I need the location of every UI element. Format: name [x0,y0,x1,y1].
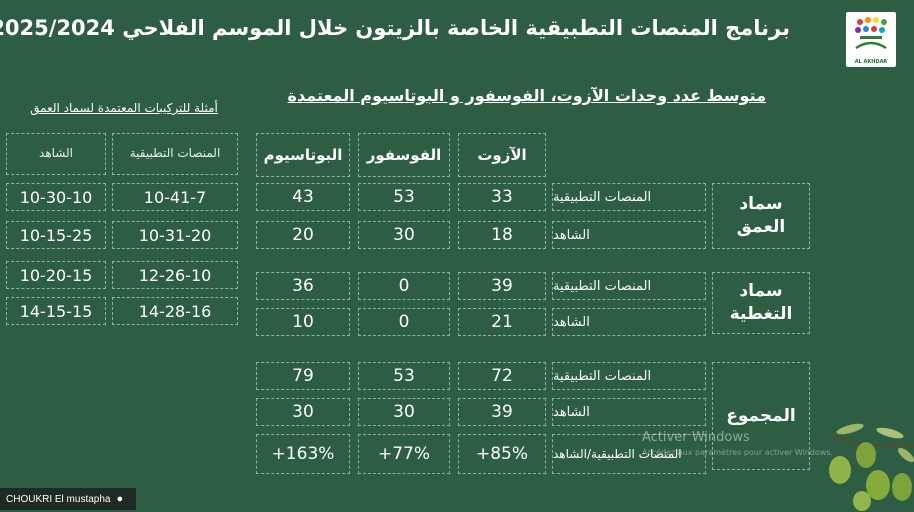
value-nitrogen: 39 [458,272,546,300]
olive-branch-icon [829,423,914,511]
logo-icon [855,17,887,50]
examples-platforms-cell: 10-41-7 [112,183,238,211]
row-label-ratio: المنصات التطبيقية/الشاهد [552,434,706,474]
value-potassium: 20 [256,221,350,249]
value-phosphorus: 30 [358,398,450,426]
value-nitrogen: +85% [458,434,546,474]
row-label: المنصات التطبيقية [552,272,706,300]
participant-name-tag: CHOUKRI El mustapha ● [0,488,136,510]
examples-platforms-cell: 12-26-10 [112,261,238,289]
value-potassium: 79 [256,362,350,390]
row-label: المنصات التطبيقية [552,183,706,211]
participant-icon: ● [116,493,124,505]
examples-platforms-cell: 14-28-16 [112,297,238,325]
value-phosphorus: 53 [358,362,450,390]
row-label: المنصات التطبيقية [552,362,706,390]
logo: AL AKHDAR [846,12,896,67]
value-phosphorus: 53 [358,183,450,211]
value-nitrogen: 18 [458,221,546,249]
value-potassium: 10 [256,308,350,336]
windows-activation-hint: Accédez aux paramètres pour activer Wind… [642,448,834,457]
value-potassium: 36 [256,272,350,300]
examples-control-cell: 10-30-10 [6,183,106,211]
row-label: الشاهد [552,308,706,336]
value-phosphorus: +77% [358,434,450,474]
value-potassium: +163% [256,434,350,474]
examples-platforms-cell: 10-31-20 [112,221,238,249]
value-phosphorus: 0 [358,272,450,300]
row-label: الشاهد [552,221,706,249]
group-label-total: المجموع [712,362,810,470]
examples-header-control: الشاهد [6,133,106,175]
participant-name: CHOUKRI El mustapha [6,493,111,505]
value-potassium: 30 [256,398,350,426]
value-phosphorus: 30 [358,221,450,249]
windows-activation-watermark: Activer Windows [642,430,750,445]
header-phosphorus: الفوسفور [358,133,450,177]
value-nitrogen: 39 [458,398,546,426]
value-nitrogen: 33 [458,183,546,211]
examples-control-cell: 10-15-25 [6,221,106,249]
header-potassium: البوتاسيوم [256,133,350,177]
examples-title: أمثلة للتركيبات المعتمدة لسماد العمق [30,101,218,115]
group-label-cover: سماد التغطية [712,272,810,334]
group-label-deep: سماد العمق [712,183,810,249]
examples-control-cell: 14-15-15 [6,297,106,325]
slide-title: برنامج المنصات التطبيقية الخاصة بالزيتون… [0,16,790,40]
row-label: الشاهد [552,398,706,426]
table-subtitle: متوسط عدد وحدات الآزوت، الفوسفور و البوت… [287,86,766,105]
examples-control-cell: 10-20-15 [6,261,106,289]
logo-text: AL AKHDAR [854,59,888,65]
value-nitrogen: 21 [458,308,546,336]
value-potassium: 43 [256,183,350,211]
value-nitrogen: 72 [458,362,546,390]
value-phosphorus: 0 [358,308,450,336]
header-nitrogen: الآزوت [458,133,546,177]
examples-header-platforms: المنصات التطبيقية [112,133,238,175]
